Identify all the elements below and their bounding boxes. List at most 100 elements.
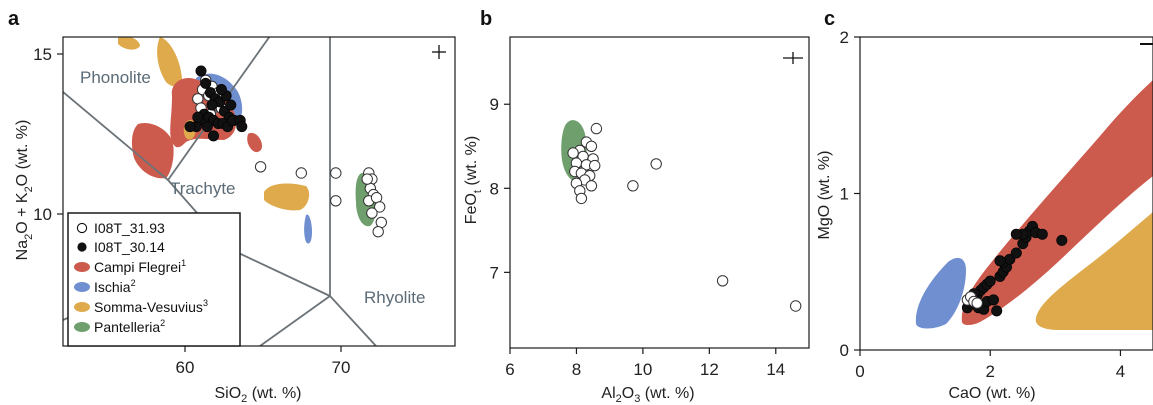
legend-box — [67, 212, 241, 347]
xlabel-sub: 2 — [241, 393, 247, 405]
xlabel-sub: 3 — [634, 393, 640, 405]
xlabel-part: SiO — [214, 385, 241, 402]
panel-c-xaxis-label: CaO (wt. %) — [948, 385, 1035, 402]
legend-filled-circle-icon — [77, 242, 87, 252]
legend-label: Ischia2 — [94, 278, 136, 295]
data-point-open — [366, 207, 378, 219]
data-point-open — [790, 300, 802, 312]
legend: I08T_31.93 I08T_30.14 Campi Flegrei1 Isc… — [67, 212, 241, 347]
data-point-open — [575, 192, 588, 205]
data-point-filled — [984, 275, 996, 287]
xlabel-part: (wt. %) — [247, 385, 301, 402]
legend-label-text: Ischia — [94, 279, 131, 295]
data-point-filled — [1036, 228, 1048, 240]
legend-label-text: Campi Flegrei — [94, 259, 181, 275]
x-tick-label: 2 — [985, 362, 994, 381]
field-label-rhyolite: Rhyolite — [364, 288, 425, 307]
panel-a-xaxis-label: SiO2 (wt. %) — [214, 385, 301, 405]
data-point-filled — [994, 255, 1006, 267]
x-tick-label: 14 — [766, 360, 785, 379]
data-point-open — [650, 158, 662, 170]
panel-c: c 0 2 4 0 1 2 CaO (wt. %) MgO (wt. %) — [816, 8, 1153, 402]
panel-a-letter: a — [8, 8, 20, 30]
panel-a-ytick-label: 10 — [33, 205, 52, 224]
data-point-open — [374, 201, 386, 213]
panel-b: b 6 8 10 12 14 7 8 9 Al2O3 (wt. %) FeOt (wt. %) — [463, 8, 810, 405]
xlabel-part: Al — [601, 385, 615, 402]
ischia-field — [915, 257, 966, 329]
legend-campi-flegrei-swatch-icon — [74, 262, 90, 272]
data-point-open — [590, 122, 603, 135]
data-point-filled — [236, 121, 248, 133]
data-point-filled — [200, 77, 212, 89]
data-point-filled — [987, 294, 999, 306]
data-point-filled — [1010, 228, 1022, 240]
panel-a-error-bar — [432, 45, 446, 59]
x-tick-label: 12 — [700, 360, 719, 379]
panel-b-xaxis-label: Al2O3 (wt. %) — [601, 385, 694, 405]
panel-b-frame — [509, 36, 810, 349]
panel-a-points — [184, 65, 387, 238]
legend-label: I08T_31.93 — [94, 220, 165, 236]
legend-label-text: Pantelleria — [94, 319, 160, 335]
panel-a-xtick-label: 70 — [332, 358, 351, 377]
ylabel-sub: 2 — [23, 234, 35, 240]
panel-b-error-bar — [783, 52, 803, 64]
panel-c-plot-area — [915, 80, 1153, 330]
data-point-open — [716, 275, 729, 287]
x-tick-label: 0 — [855, 362, 864, 381]
field-label-phonolite: Phonolite — [80, 68, 151, 87]
data-point-filled — [208, 130, 220, 142]
y-tick-label: 8 — [490, 179, 499, 198]
x-tick-label: 6 — [505, 360, 514, 379]
data-point-open — [330, 167, 342, 179]
panel-a-ytick-label: 15 — [33, 45, 52, 64]
ylabel-part: FeO — [463, 193, 480, 224]
legend-somma-vesuvius-swatch-icon — [74, 302, 90, 312]
ylabel-part: O + K — [14, 192, 31, 234]
panel-a-xtick-label: 60 — [176, 358, 195, 377]
data-point-filled — [991, 305, 1003, 317]
data-point-filled — [201, 121, 213, 133]
panel-b-points — [567, 122, 802, 312]
ylabel-sub: 2 — [23, 186, 35, 192]
field-label-trachyte: Trachyte — [170, 179, 236, 198]
xlabel-part: O — [622, 385, 634, 402]
panel-c-yaxis-label: MgO (wt. %) — [816, 151, 833, 240]
data-point-open — [585, 180, 598, 192]
data-point-open — [372, 226, 384, 238]
data-point-filled — [192, 111, 204, 123]
legend-label-text: Somma-Vesuvius — [94, 299, 203, 315]
xlabel-part: (wt. %) — [640, 385, 694, 402]
data-point-open — [627, 180, 639, 192]
x-tick-label: 8 — [572, 360, 581, 379]
legend-open-circle-icon — [76, 222, 88, 234]
data-point-open — [361, 173, 373, 185]
ischia-field — [304, 214, 312, 244]
xlabel-part: (wt. %) — [981, 385, 1035, 402]
y-tick-label: 2 — [840, 28, 849, 47]
panel-a: a Ph — [8, 8, 456, 405]
legend-label: Campi Flegrei1 — [94, 258, 186, 275]
ylabel-part: O (wt. %) — [14, 120, 31, 187]
somma-vesuvius-field — [264, 183, 310, 211]
legend-ischia-swatch-icon — [74, 282, 90, 292]
ylabel-part: Na — [14, 240, 31, 261]
panel-a-ticks — [57, 53, 342, 352]
xlabel-part: CaO — [948, 385, 981, 402]
ylabel-part: (wt. %) — [463, 136, 480, 190]
data-point-open — [254, 161, 267, 173]
panel-b-ticks: 6 8 10 12 14 7 8 9 — [490, 95, 786, 379]
somma-vesuvius-field — [157, 37, 183, 87]
panel-a-yaxis-label: Na2O + K2O (wt. %) — [14, 120, 35, 261]
x-tick-label: 4 — [1116, 362, 1125, 381]
y-tick-label: 7 — [490, 263, 499, 282]
campi-flegrei-field — [247, 132, 262, 153]
data-point-open — [589, 159, 601, 172]
data-point-open — [295, 167, 307, 179]
data-point-open — [585, 140, 598, 153]
panel-c-ticks: 0 2 4 0 1 2 — [840, 28, 1126, 381]
legend-label-sup: 2 — [160, 318, 165, 328]
y-tick-label: 9 — [490, 95, 499, 114]
